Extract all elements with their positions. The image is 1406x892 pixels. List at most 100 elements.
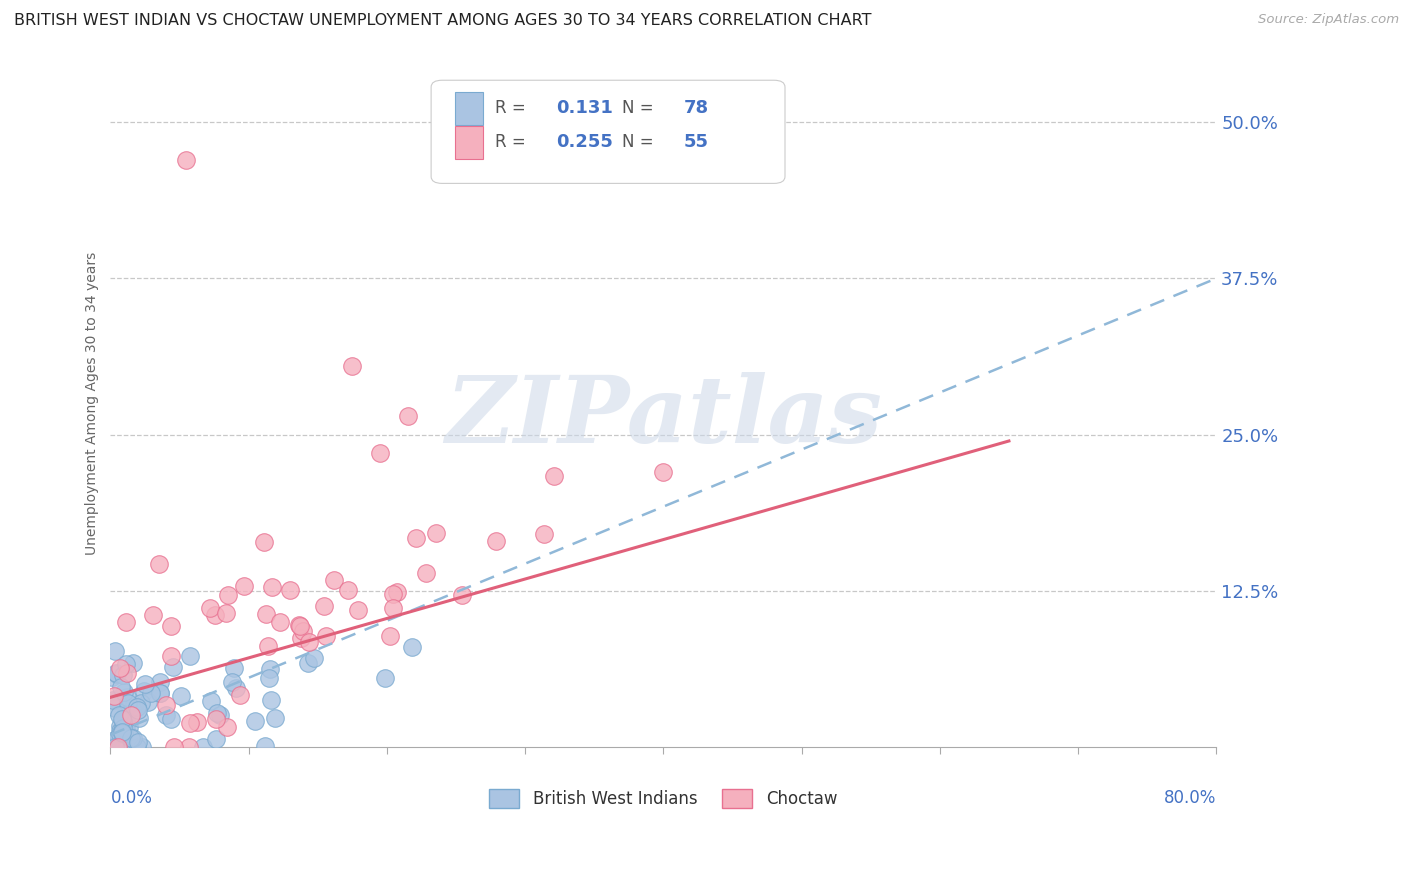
Point: [405, 531, 427, 545]
Point: [118, 720, 141, 734]
Point: [401, 640, 423, 654]
Point: [297, 656, 319, 670]
Point: [105, 731, 128, 746]
Text: 78: 78: [683, 99, 709, 117]
Point: [200, 693, 222, 707]
Point: [115, 666, 138, 681]
Point: [204, 712, 226, 726]
Point: [425, 525, 447, 540]
Point: [122, 699, 145, 714]
Point: [217, 588, 239, 602]
Point: [107, 740, 129, 755]
Point: [125, 740, 148, 755]
Point: [148, 686, 170, 700]
Point: [127, 703, 149, 717]
Point: [415, 566, 437, 581]
Point: [107, 740, 129, 755]
Point: [179, 649, 201, 664]
Point: [131, 740, 153, 755]
Point: [198, 601, 221, 615]
Point: [108, 723, 131, 738]
Point: [136, 694, 159, 708]
Y-axis label: Unemployment Among Ages 30 to 34 years: Unemployment Among Ages 30 to 34 years: [86, 252, 100, 555]
Point: [112, 714, 135, 728]
Point: [115, 690, 138, 705]
Point: [382, 587, 405, 601]
Point: [117, 696, 139, 710]
Point: [193, 740, 215, 755]
Point: [378, 629, 401, 643]
FancyBboxPatch shape: [456, 127, 484, 160]
Point: [221, 674, 243, 689]
Point: [396, 409, 419, 423]
Point: [114, 712, 136, 726]
Point: [120, 731, 142, 745]
Point: [159, 648, 181, 663]
Point: [115, 615, 138, 629]
Point: [179, 716, 201, 731]
Point: [260, 692, 283, 706]
Point: [111, 712, 134, 726]
Point: [101, 740, 124, 755]
Point: [233, 579, 256, 593]
Point: [387, 585, 409, 599]
Point: [134, 677, 156, 691]
Point: [262, 580, 284, 594]
Point: [112, 685, 135, 699]
Point: [108, 661, 131, 675]
Text: 80.0%: 80.0%: [1164, 789, 1216, 806]
Point: [170, 690, 193, 704]
Point: [103, 740, 125, 755]
Text: Source: ZipAtlas.com: Source: ZipAtlas.com: [1258, 13, 1399, 27]
Point: [374, 672, 396, 686]
Text: 0.255: 0.255: [557, 133, 613, 151]
Point: [368, 446, 391, 460]
Point: [224, 661, 246, 675]
Point: [107, 693, 129, 707]
Point: [159, 712, 181, 726]
Point: [269, 615, 291, 629]
Point: [177, 740, 200, 755]
Text: 0.0%: 0.0%: [111, 789, 152, 806]
Point: [122, 731, 145, 745]
Text: R =: R =: [495, 99, 531, 117]
Point: [451, 588, 474, 602]
Point: [108, 727, 131, 741]
Point: [217, 720, 239, 734]
Point: [342, 359, 364, 373]
Point: [114, 718, 136, 732]
Point: [111, 740, 134, 755]
Point: [323, 573, 346, 587]
Point: [121, 657, 143, 671]
Point: [225, 681, 247, 695]
Point: [111, 667, 134, 681]
Point: [114, 708, 136, 723]
Point: [105, 666, 128, 681]
Point: [110, 719, 132, 733]
Point: [207, 706, 229, 720]
Point: [127, 735, 149, 749]
Point: [110, 724, 132, 739]
Point: [382, 601, 405, 615]
Point: [104, 643, 127, 657]
Point: [485, 533, 508, 548]
Point: [111, 726, 134, 740]
Point: [314, 599, 336, 614]
Point: [148, 557, 170, 571]
Point: [290, 631, 312, 645]
Point: [292, 624, 315, 638]
Point: [103, 690, 125, 704]
Point: [110, 680, 132, 694]
Text: 55: 55: [683, 133, 709, 151]
Point: [257, 671, 280, 685]
Point: [245, 714, 267, 728]
FancyBboxPatch shape: [432, 80, 785, 184]
Point: [263, 711, 285, 725]
Point: [104, 666, 127, 681]
Point: [254, 607, 277, 621]
Point: [298, 634, 321, 648]
FancyBboxPatch shape: [456, 92, 484, 125]
Point: [155, 708, 177, 723]
Point: [100, 733, 122, 747]
Text: N =: N =: [623, 133, 659, 151]
